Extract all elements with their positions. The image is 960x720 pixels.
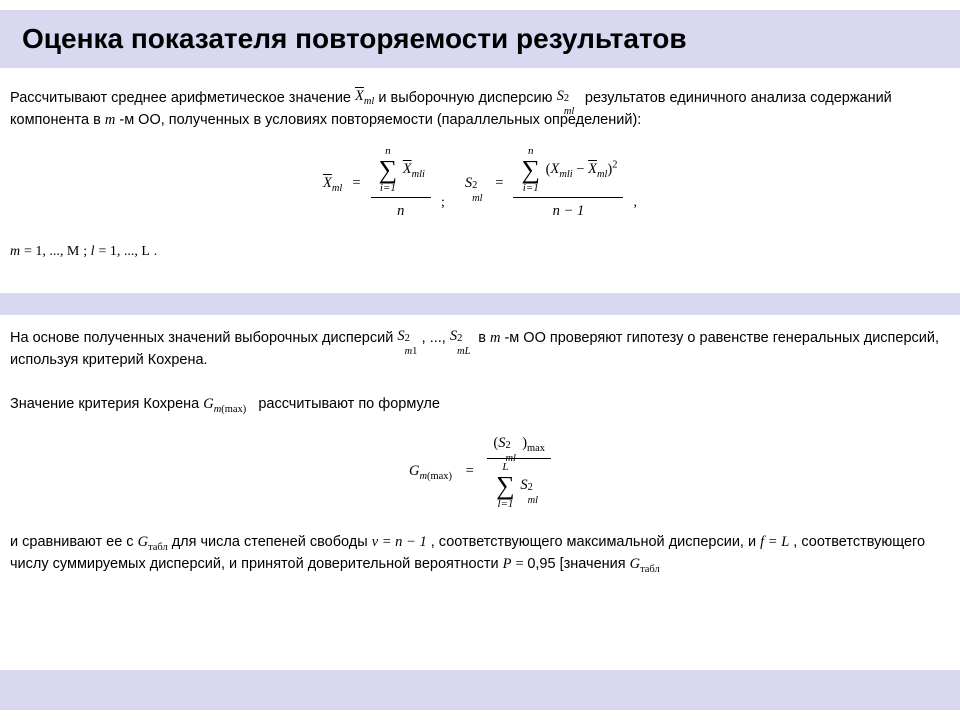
range-l-eq: = (98, 244, 109, 259)
eq1-lhs-xbar: Xml (323, 175, 342, 191)
eq1-minus: − (576, 161, 588, 177)
p2-text-dots: , ..., (422, 330, 450, 346)
range-m-vals: 1, ..., M (35, 244, 79, 259)
eq1-frac-mean: n ∑ i=1 Xmli n (371, 146, 431, 223)
p4-text-a: и сравнивают ее с (10, 534, 138, 550)
p4-text-b: для числа степеней свободы (172, 534, 372, 550)
range-l-var: l (91, 244, 95, 259)
eq1-sum1-lower: i=1 (379, 183, 398, 194)
footer-band (0, 670, 960, 710)
symbol-s2ml: S2ml (557, 88, 577, 104)
eq2-lhs: Gm(max) (409, 463, 452, 479)
title-bar: Оценка показателя повторяемости результа… (0, 10, 960, 68)
range-l-vals: 1, ..., L (110, 244, 150, 259)
symbol-gtabl-1: Gтабл (138, 534, 168, 550)
eq2-sum: L ∑ l=1 (496, 462, 515, 510)
p1-text-b: и выборочную дисперсию (378, 90, 556, 106)
eq2-frac: (S2ml )max L ∑ l=1 S2ml (487, 433, 551, 510)
symbol-s2mL: S2mL (450, 328, 470, 344)
page-title: Оценка показателя повторяемости результа… (0, 23, 687, 55)
range-m-var: m (10, 244, 20, 259)
eq1-equals-1: = (346, 173, 366, 195)
eq1-xmli: Xmli (550, 161, 572, 177)
eq1-den-nminus1: n − 1 (513, 198, 623, 223)
eq1-equals-2: = (489, 173, 509, 195)
symbol-s2m1: S2m1 (397, 328, 417, 344)
symbol-P: P (503, 556, 512, 572)
eq2-sum-term: S2ml (520, 477, 540, 493)
range-period: . (154, 244, 158, 259)
symbol-xbar-ml: Xml (355, 88, 374, 104)
cochran-block: На основе полученных значений выборочных… (0, 320, 960, 584)
paragraph-2: На основе полученных значений выборочных… (10, 328, 950, 372)
p3-text-b: рассчитывают по формуле (258, 396, 440, 412)
paragraph-3: Значение критерия Кохрена Gm(max) рассчи… (10, 394, 950, 416)
symbol-f-eq: f = L (760, 534, 789, 550)
paragraph-4: и сравнивают ее с Gтабл для числа степен… (10, 532, 950, 576)
slide: Оценка показателя повторяемости результа… (0, 0, 960, 720)
eq1-lhs-s2: S2ml (465, 175, 485, 191)
eq1-sum-1: n ∑ i=1 (379, 146, 398, 194)
eq1-sum1-term: Xmli (403, 161, 425, 177)
paragraph-1: Рассчитывают среднее арифметическое знач… (10, 88, 950, 132)
range-sep: ; (83, 244, 90, 259)
symbol-P-eq: = (516, 556, 528, 572)
range-m-eq: = (24, 244, 35, 259)
intro-block: Рассчитывают среднее арифметическое знач… (0, 80, 960, 270)
range-line: m = 1, ..., M ; l = 1, ..., L . (10, 240, 950, 262)
separator-band (0, 293, 960, 315)
p4-text-c: , соответствующего максимальной дисперси… (431, 534, 760, 550)
eq1-end: , (627, 195, 637, 210)
p4-text-e: 0,95 (527, 556, 555, 572)
equation-cochran: Gm(max) = (S2ml )max L ∑ l=1 S2ml (10, 433, 950, 510)
symbol-gmmax-inline: Gm(max) (203, 396, 246, 412)
eq1-sq: 2 (612, 159, 617, 170)
eq1-xbarml: Xml (588, 161, 607, 177)
p2-text-a: На основе полученных значений выборочных… (10, 330, 397, 346)
eq1-sum-2: n ∑ i=1 (521, 146, 540, 194)
equation-mean-variance: Xml = n ∑ i=1 Xmli n ; S2ml = (10, 146, 950, 223)
symbol-nu-eq: ν = n − 1 (372, 534, 427, 550)
p2-text-in: в (478, 330, 490, 346)
p4-text-f: [значения (560, 556, 630, 572)
eq1-frac-var: n ∑ i=1 (Xmli − Xml)2 n − 1 (513, 146, 623, 223)
eq1-den-n: n (371, 198, 431, 223)
symbol-m-2: m (490, 330, 500, 346)
eq1-sep: ; (435, 195, 461, 210)
eq1-sum2-lower: i=1 (521, 183, 540, 194)
symbol-m: m (105, 112, 115, 128)
eq2-equals: = (456, 461, 483, 483)
p3-text-a: Значение критерия Кохрена (10, 396, 203, 412)
symbol-gtabl-2: Gтабл (630, 556, 660, 572)
p1-text-a: Рассчитывают среднее арифметическое знач… (10, 90, 355, 106)
eq2-sum-lower: l=1 (496, 499, 515, 510)
